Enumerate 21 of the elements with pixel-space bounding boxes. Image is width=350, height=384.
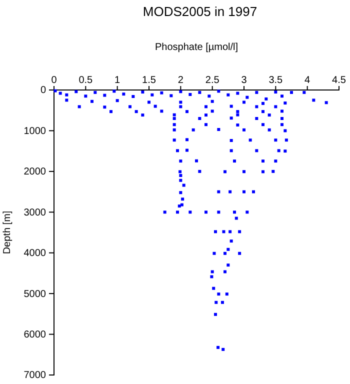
x-tick-label: 3.5	[268, 75, 284, 86]
y-axis-title: Depth [m]	[2, 210, 13, 254]
y-tick-label: 4000	[24, 248, 46, 260]
x-tick-label: 4.5	[332, 75, 346, 86]
x-tick-label: 0	[51, 75, 58, 86]
y-tick-label: 6000	[24, 329, 46, 340]
x-tick-label: 2.5	[205, 75, 220, 86]
x-tick-label: 4	[304, 75, 311, 86]
x-axis-title: Phosphate [µmol/l]	[154, 42, 238, 53]
y-tick-label: 0	[40, 85, 46, 96]
y-tick-label: 3000	[24, 207, 46, 218]
chart-title: MODS2005 in 1997	[142, 4, 258, 19]
x-tick-label: 2	[178, 75, 184, 86]
y-tick-label: 5000	[24, 288, 46, 300]
x-tick-label: 0.5	[78, 75, 94, 86]
y-tick-label: 7000	[24, 370, 46, 382]
y-tick-label: 1000	[24, 126, 46, 137]
x-tick-label: 3	[241, 75, 248, 86]
x-tick-label: 1.5	[142, 75, 156, 86]
x-tick-label: 1	[114, 75, 121, 86]
y-tick-label: 2000	[24, 166, 46, 178]
